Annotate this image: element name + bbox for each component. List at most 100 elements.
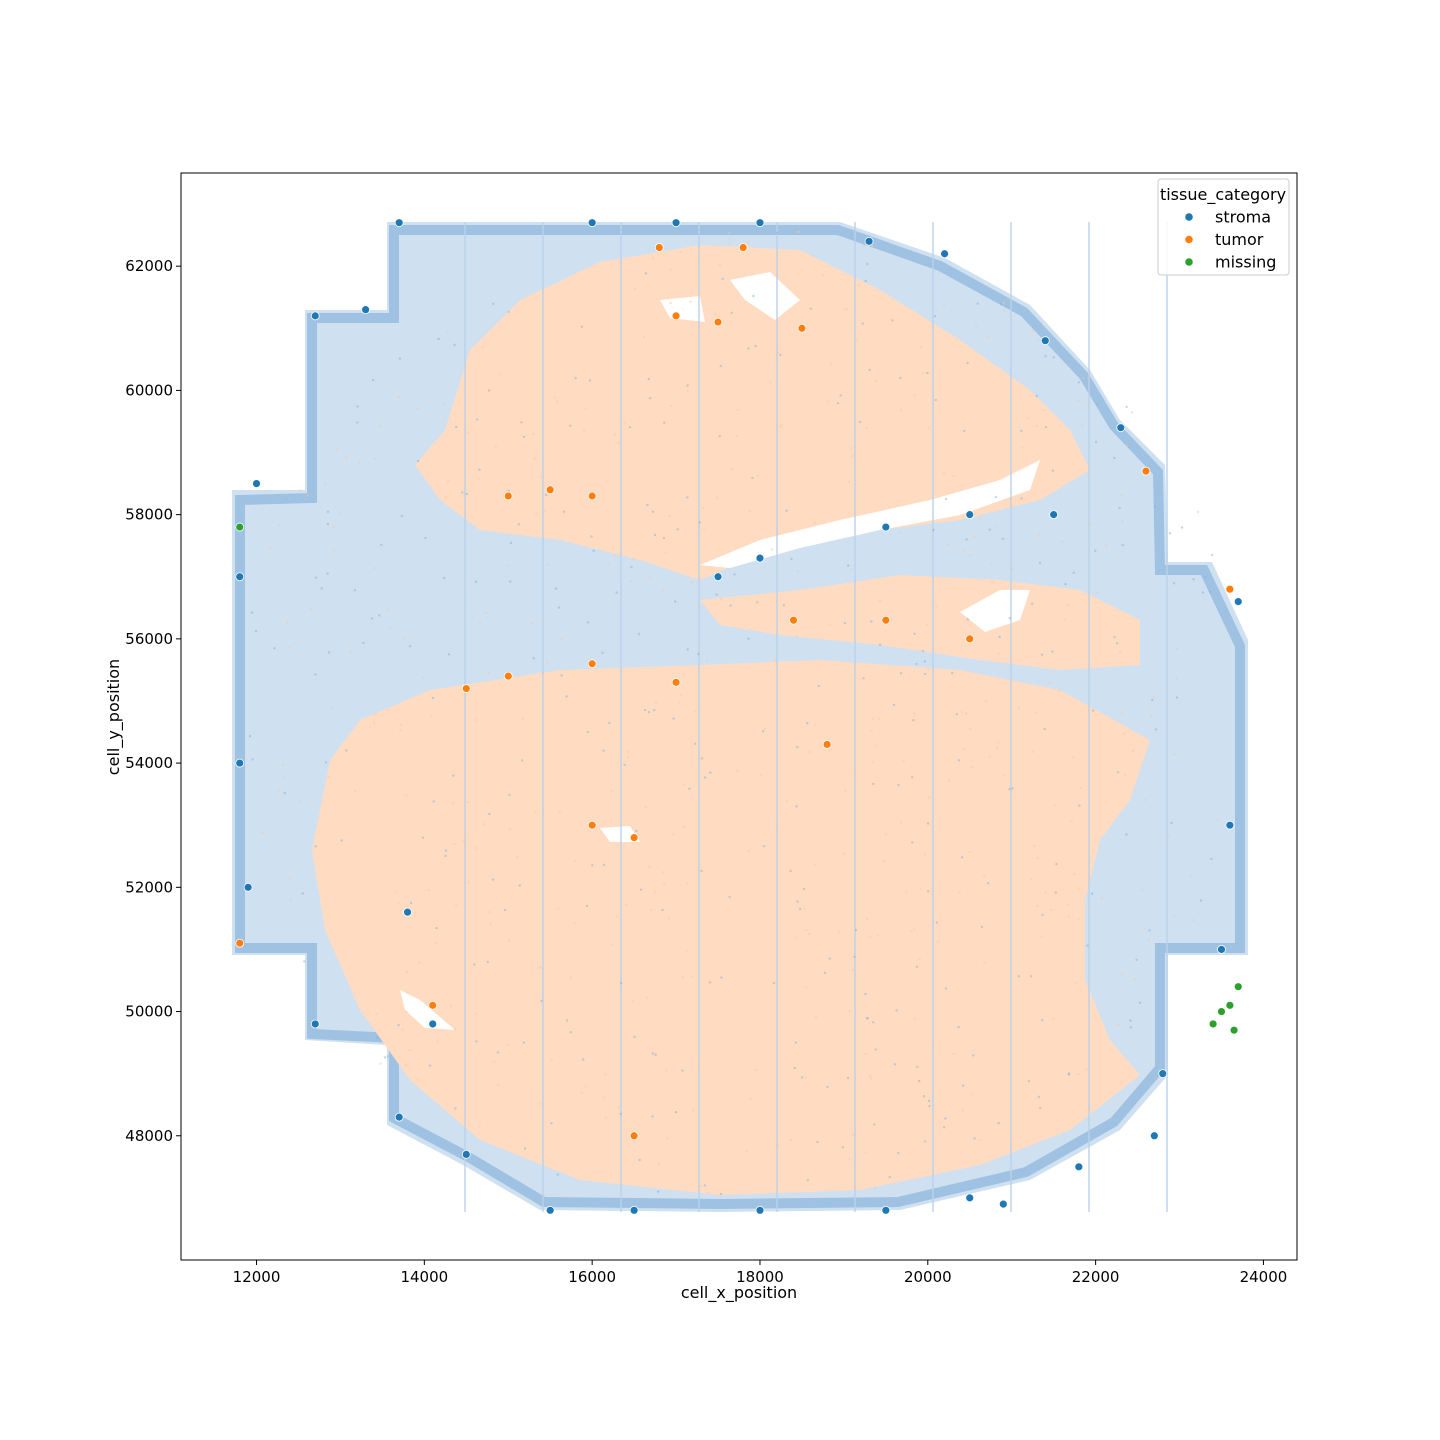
density-dot: [1147, 938, 1151, 942]
density-dot: [762, 845, 766, 848]
density-dot: [888, 1175, 891, 1179]
tile-seams: [464, 222, 1168, 1212]
density-dot: [486, 960, 489, 964]
density-dot: [532, 433, 535, 436]
density-dot: [443, 576, 446, 580]
density-dot: [785, 509, 788, 512]
density-dot: [798, 907, 802, 911]
density-dot: [1095, 591, 1098, 595]
density-dot: [416, 459, 420, 463]
y-tick-label: 62000: [125, 257, 173, 275]
density-dot: [958, 891, 961, 894]
density-dot: [1008, 616, 1012, 620]
density-dot: [286, 620, 289, 624]
density-dot: [387, 708, 390, 711]
density-dot: [852, 1133, 855, 1137]
density-dot: [1035, 394, 1038, 398]
density-dot: [632, 557, 635, 561]
density-dot: [427, 888, 430, 892]
density-dot: [661, 871, 664, 874]
density-dot: [862, 244, 866, 247]
density-dot: [373, 721, 376, 724]
stroma-point: [755, 1205, 765, 1215]
density-dot: [877, 717, 880, 720]
density-dot: [735, 434, 738, 438]
density-dot: [428, 1064, 432, 1067]
stroma-point: [394, 1112, 404, 1122]
density-dot: [963, 429, 966, 433]
density-dot: [700, 869, 703, 873]
stroma-point: [1116, 423, 1126, 433]
density-dot: [874, 379, 878, 383]
density-dot: [569, 976, 573, 979]
density-dot: [523, 1147, 527, 1150]
density-dot: [1096, 402, 1099, 406]
density-dot: [1192, 578, 1195, 581]
density-dot: [635, 829, 638, 833]
density-dot: [1067, 1073, 1071, 1076]
density-dot: [444, 495, 447, 498]
density-dot: [733, 573, 736, 576]
density-dot: [694, 710, 697, 713]
density-dot: [508, 828, 512, 831]
density-dot: [633, 1035, 636, 1039]
density-dot: [562, 510, 565, 513]
density-dot: [301, 892, 304, 895]
density-dot: [1040, 935, 1044, 938]
density-dot: [1135, 958, 1138, 962]
density-dot: [927, 668, 930, 671]
x-tick-label: 16000: [568, 1268, 616, 1286]
density-dot: [697, 1065, 700, 1069]
density-dot: [379, 425, 383, 428]
density-dot: [662, 536, 666, 540]
density-dot: [588, 379, 592, 382]
density-dot: [682, 783, 686, 786]
density-dot: [868, 1074, 871, 1078]
density-dot: [488, 911, 492, 914]
density-dot: [990, 563, 993, 566]
density-dot: [537, 1102, 541, 1106]
density-dot: [694, 742, 697, 745]
density-dot: [968, 850, 971, 854]
density-dot: [866, 917, 869, 920]
density-dots: [248, 230, 1220, 1196]
density-dot: [966, 361, 969, 365]
density-dot: [416, 1078, 420, 1082]
density-dot: [772, 982, 776, 985]
density-dot: [454, 425, 458, 429]
density-dot: [586, 621, 590, 624]
density-dot: [872, 1021, 875, 1024]
density-dot: [667, 917, 671, 920]
density-dot: [721, 277, 724, 281]
density-dot: [474, 846, 477, 850]
density-dot: [586, 730, 589, 734]
density-dot: [1081, 424, 1084, 428]
density-dot: [980, 925, 984, 929]
density-dot: [1144, 798, 1147, 802]
stroma-point: [1074, 1162, 1084, 1172]
density-dot: [829, 623, 832, 626]
density-dot: [1167, 835, 1170, 838]
density-dot: [399, 729, 402, 732]
density-dot: [314, 845, 317, 848]
density-dot: [386, 1055, 390, 1058]
density-dot: [306, 494, 309, 497]
stroma-point: [629, 1205, 639, 1215]
density-dot: [1120, 494, 1124, 497]
density-dot: [1031, 750, 1035, 753]
density-dot: [776, 351, 780, 354]
density-dot: [944, 1117, 947, 1120]
density-dot: [899, 821, 903, 824]
density-dot: [1124, 774, 1127, 777]
density-dot: [557, 606, 561, 609]
density-dot: [395, 891, 398, 894]
density-dot: [899, 376, 902, 380]
legend-marker-missing: [1184, 257, 1194, 267]
density-dot: [897, 1151, 900, 1155]
density-dot: [873, 1123, 876, 1126]
density-dot: [591, 864, 594, 867]
density-dot: [653, 533, 657, 537]
density-dot: [1129, 1019, 1132, 1022]
density-dot: [1168, 532, 1172, 535]
density-dot: [332, 525, 335, 529]
